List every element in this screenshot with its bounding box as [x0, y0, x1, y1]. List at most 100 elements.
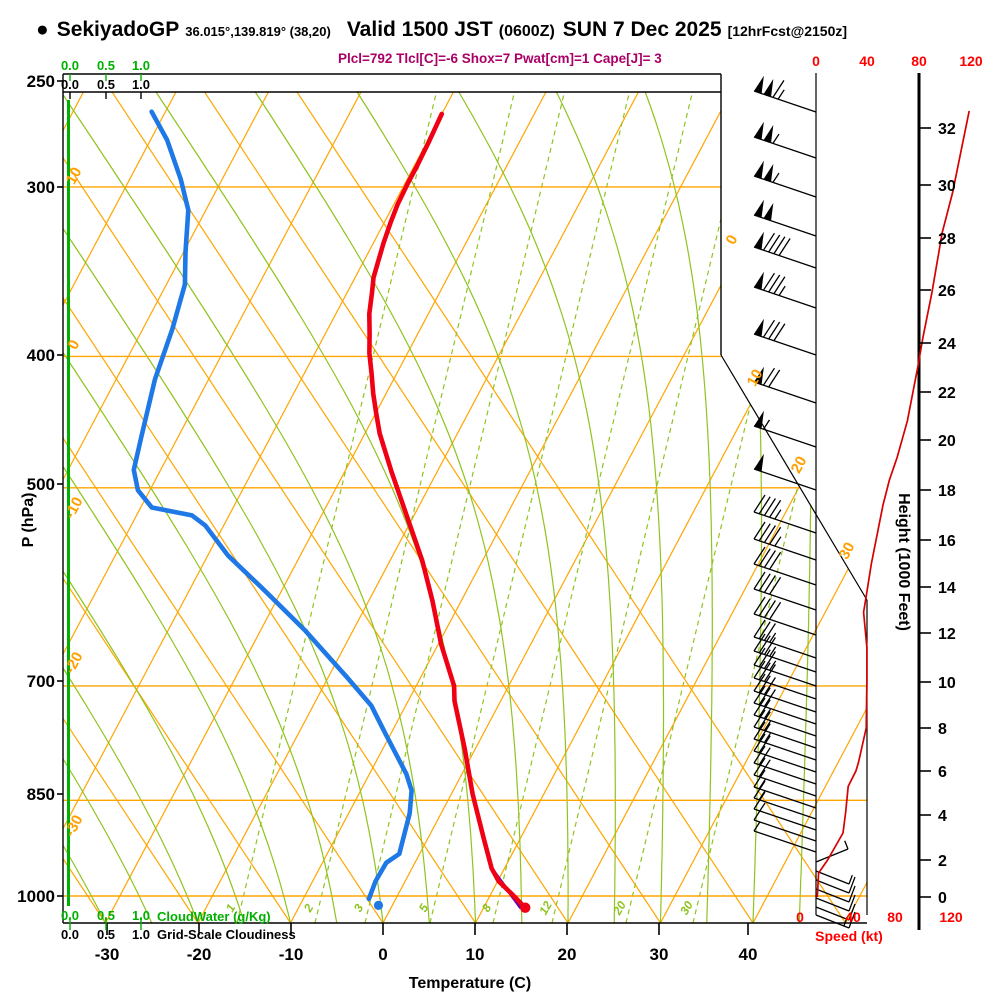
mixing-ratio-line: [625, 92, 827, 923]
barb-full: [768, 321, 781, 340]
stability-params: Plcl=792 Tlcl[C]=-6 Shox=7 Pwat[cm]=1 Ca…: [338, 51, 662, 66]
isotherm-label-left: 10: [63, 165, 86, 188]
barb-full: [758, 735, 771, 754]
barb-full: [753, 757, 766, 776]
speed-top-label: 0: [812, 53, 820, 69]
isotherm-line: [63, 92, 368, 923]
barb-pennant: [754, 121, 764, 140]
barb-full: [848, 894, 856, 912]
height-tick-label: 10: [938, 675, 956, 692]
mixing-ratio-line: [551, 92, 753, 923]
temperature-tick-label: 10: [466, 945, 485, 964]
barb-staff: [815, 897, 850, 912]
barb-full: [763, 550, 776, 568]
wind-barb: [753, 633, 817, 673]
barb-full: [769, 601, 782, 620]
wind-barb: [815, 903, 856, 921]
cloudiness-top-label: 0.5: [97, 77, 115, 92]
wind-barb: [753, 199, 817, 237]
barb-full: [763, 575, 776, 593]
barb-pennant: [763, 124, 774, 143]
moist-adiabat-line: [790, 92, 812, 923]
barb-pennant: [754, 75, 764, 94]
barb-staff: [753, 690, 817, 713]
height-axis-title: Height (1000 Feet): [895, 493, 912, 631]
barb-staff: [753, 664, 817, 687]
wind-barb: [753, 410, 817, 448]
mixing-ratio-label: 20: [610, 898, 629, 918]
barb-half: [772, 133, 780, 144]
cloudiness-top-label: 0.0: [61, 77, 79, 92]
wind-barb: [753, 721, 817, 761]
barb-full: [753, 521, 766, 540]
wind-barb: [753, 521, 817, 561]
wind-barb: [753, 160, 817, 198]
barb-full: [753, 780, 766, 799]
barb-full: [753, 697, 766, 716]
temperature-tick-label: -10: [279, 945, 304, 964]
barb-full: [768, 274, 781, 293]
barb-full: [753, 709, 766, 728]
barb-full: [773, 276, 786, 295]
barb-full: [769, 576, 782, 595]
temperature-tick-label: 40: [739, 945, 758, 964]
wind-barb: [753, 709, 817, 749]
barb-full: [758, 759, 771, 778]
barb-full: [758, 675, 771, 694]
mixing-ratio-line: [364, 92, 566, 923]
cloudiness-bottom-label: 0.0: [61, 927, 79, 942]
barb-full: [753, 546, 766, 565]
barb-full: [753, 802, 766, 821]
barb-staff: [753, 90, 817, 113]
wind-barb: [753, 619, 817, 659]
wind-barb: [753, 121, 817, 159]
barb-pennant: [754, 271, 764, 290]
speed-bottom-label: 0: [796, 909, 804, 925]
mixing-ratio-line: [492, 92, 694, 923]
cloudiness-bottom-label: 0.5: [97, 927, 115, 942]
wind-barb: [753, 494, 817, 534]
mixing-ratio-label: 12: [536, 898, 555, 917]
height-tick-label: 30: [938, 178, 956, 195]
barb-full: [848, 876, 856, 894]
barb-pennant: [754, 366, 764, 385]
cloudwater-bottom-label: 0.0: [61, 908, 79, 923]
barb-staff: [753, 214, 817, 237]
temperature-tick-label: 20: [558, 945, 577, 964]
wind-barb: [753, 791, 817, 831]
barb-full: [773, 323, 786, 342]
barb-half: [848, 874, 853, 885]
barb-staff: [753, 563, 817, 586]
wind-barb: [815, 911, 856, 929]
barb-staff: [753, 381, 817, 404]
wind-speed-profile: [816, 110, 971, 898]
barb-full: [758, 598, 771, 617]
sounding-curves: [131, 109, 531, 913]
barb-full: [763, 651, 776, 669]
wind-barb: [753, 271, 817, 309]
barb-full: [758, 711, 771, 730]
barb-staff: [753, 136, 817, 159]
isotherm-label-right: 30: [836, 540, 859, 563]
wind-barb: [753, 546, 817, 586]
wind-barb: [753, 596, 817, 636]
mixing-ratio-line: [692, 92, 867, 923]
barb-staff: [753, 246, 817, 269]
wind-barb: [753, 75, 817, 113]
wind-barb: [753, 745, 817, 785]
temperature-axis-title: Temperature (C): [409, 975, 531, 992]
barb-full: [753, 745, 766, 764]
barb-staff: [815, 888, 850, 903]
chart-title: ● SekiyadoGP 36.015°,139.819° (38,20) Valid…: [36, 18, 847, 42]
dry-adiabat-line: [63, 92, 477, 923]
pressure-tick-label: 300: [27, 178, 55, 197]
barb-staff: [753, 175, 817, 198]
barb-full: [758, 649, 771, 668]
barb-full: [768, 369, 781, 388]
station-bullet-icon: ●: [36, 18, 49, 41]
barb-staff: [753, 702, 817, 725]
barb-staff: [753, 726, 817, 749]
isotherm-line: [289, 92, 738, 923]
